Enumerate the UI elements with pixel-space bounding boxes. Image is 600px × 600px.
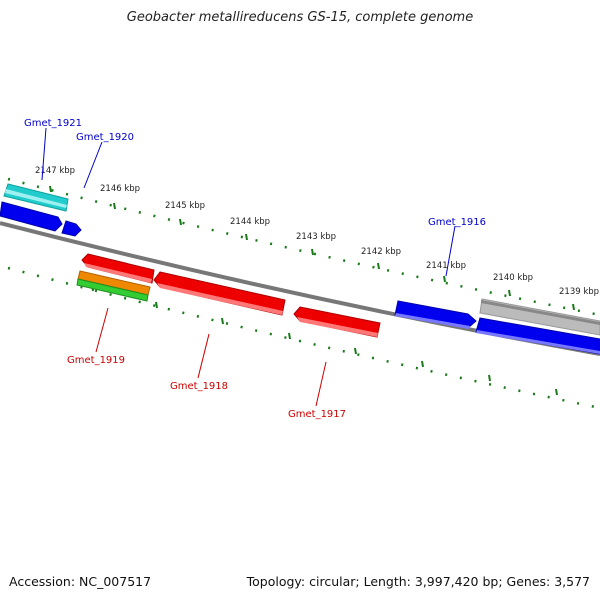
- reverse-tick: [488, 374, 491, 382]
- leader-gmet-1917: [315, 361, 327, 407]
- tick-label: 2146 kbp: [100, 184, 140, 194]
- tick-2146: [113, 202, 116, 210]
- gene-highlight: [476, 330, 600, 354]
- leader-lines: [41, 127, 456, 407]
- gene-blue-right[interactable]: [475, 317, 600, 355]
- forward-genes: [0, 183, 600, 355]
- leader-gmet-1918: [197, 333, 210, 379]
- reverse-tick: [354, 347, 357, 355]
- tick-2140: [508, 289, 511, 297]
- gene-gmet-1916[interactable]: [394, 300, 477, 329]
- reverse-tick: [555, 388, 558, 396]
- reverse-genes: [76, 253, 381, 338]
- leader-gmet-1919: [95, 307, 109, 353]
- tick-labels: 2147 kbp 2146 kbp 2145 kbp 2144 kbp 2143…: [35, 166, 599, 297]
- tick-label: 2143 kbp: [296, 232, 336, 242]
- tick-2143: [311, 248, 314, 256]
- gene-label-gmet-1919[interactable]: Gmet_1919: [67, 355, 125, 366]
- gene-label-gmet-1916[interactable]: Gmet_1916: [428, 217, 486, 228]
- gene-labels: Gmet_1921 Gmet_1920 Gmet_1916 Gmet_1919 …: [24, 118, 486, 420]
- gene-highlight: [297, 317, 378, 337]
- tick-2142: [377, 262, 380, 270]
- tick-2144: [245, 233, 248, 241]
- leader-gmet-1920: [83, 141, 103, 189]
- leader-gmet-1916: [445, 225, 456, 277]
- gene-highlight: [84, 263, 152, 283]
- tick-label: 2141 kbp: [426, 261, 466, 271]
- tick-label: 2139 kbp: [559, 287, 599, 297]
- tick-2147: [49, 185, 52, 193]
- gene-label-gmet-1921[interactable]: Gmet_1921: [24, 118, 82, 129]
- gene-highlight: [157, 283, 283, 315]
- gene-label-gmet-1920[interactable]: Gmet_1920: [76, 132, 134, 143]
- tick-label: 2145 kbp: [165, 201, 205, 211]
- accession-text: Accession: NC_007517: [9, 574, 152, 589]
- reverse-tick: [421, 360, 424, 368]
- tick-label: 2140 kbp: [493, 273, 533, 283]
- gene-highlight: [395, 313, 470, 329]
- genome-summary-text: Topology: circular; Length: 3,997,420 bp…: [246, 574, 590, 589]
- genome-title: Geobacter metallireducens GS-15, complet…: [126, 10, 474, 25]
- tick-2145: [179, 218, 182, 226]
- leader-gmet-1921: [41, 127, 47, 181]
- gene-gmet-1920[interactable]: [61, 220, 82, 237]
- tick-2141: [443, 275, 446, 283]
- forward-scale: [7, 177, 600, 317]
- gene-highlight: [5, 189, 67, 208]
- tick-label: 2144 kbp: [230, 217, 270, 227]
- gene-label-gmet-1918[interactable]: Gmet_1918: [170, 381, 228, 392]
- gene-gray-edge: [481, 300, 600, 325]
- tick-label: 2147 kbp: [35, 166, 75, 176]
- gene-gmet-1920-a[interactable]: [0, 201, 63, 232]
- reverse-tick: [221, 317, 224, 325]
- reverse-tick: [288, 332, 291, 340]
- reverse-tick: [155, 301, 158, 309]
- gene-label-gmet-1917[interactable]: Gmet_1917: [288, 409, 346, 420]
- tick-label: 2142 kbp: [361, 247, 401, 257]
- gene-gmet-1919-green[interactable]: [76, 278, 149, 302]
- tick-2139: [572, 303, 575, 311]
